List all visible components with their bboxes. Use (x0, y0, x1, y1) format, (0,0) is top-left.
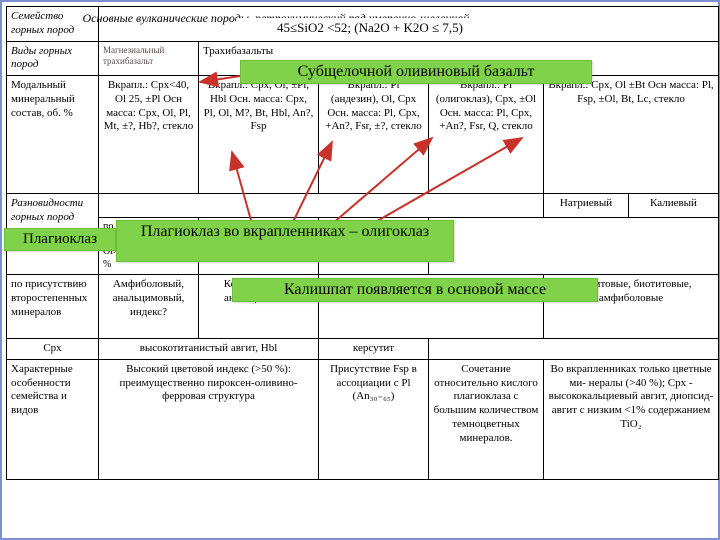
cell-mod-2: Вкрапл.: Cpx, Ol, ±Pl, Hbl Осн. масса: C… (199, 76, 319, 194)
callout-kalishpat: Калишпат появляется в основой массе (232, 278, 598, 302)
cell-1-1: Магнезиальный трахибазальт (99, 41, 199, 76)
cell-var-na: Натриевый (544, 194, 629, 218)
cell-mod-5: Вкрапл.: Cpx, Ol ±Bt Осн масса: Pl, Fsp,… (544, 76, 719, 194)
cell-var-span (99, 194, 544, 218)
cell-var-k: Калиевый (629, 194, 719, 218)
cell-3a-rest (429, 218, 719, 275)
cell-6-1: Высокий цветовой индекс (>50 %): преимущ… (99, 359, 319, 479)
cell-6-3: Сочетание относительно кислого плагиокла… (429, 359, 544, 479)
cell-5-2: керсутит (319, 339, 429, 360)
cell-mod-3: Вкрапл.: Pl (андезин), Ol, Cpx Осн. масс… (319, 76, 429, 194)
callout-subshchelochnoi: Субщелочной оливиновый базальт (240, 60, 592, 84)
mg-note: Магнезиальный трахибазальт (103, 45, 194, 68)
cell-6-2: Присутствие Fsp в ассоциации с Pl (An₃₀₋… (319, 359, 429, 479)
cell-6-5: Во вкрапленниках только цветные ми- нера… (544, 359, 719, 479)
cell-5-1: высокотитанистый авгит, Hbl (99, 339, 319, 360)
cell-5-rest (429, 339, 719, 360)
formula-box: 45≤SiO2 <52; (Na2O + K2O ≤ 7,5) (236, 18, 504, 38)
rh-features: Характерные особенности семейства и видо… (7, 359, 99, 479)
cell-mod-1: Вкрапл.: Cpx<40, Ol 25, ±Pl Осн масса: C… (99, 76, 199, 194)
page-frame: Семейство горных пород Основные вулканич… (0, 0, 720, 540)
callout-plagioklaz-long: Плагиоклаз во вкрапленниках – олигоклаз (116, 220, 454, 262)
rh-secondary: по присутствию второстепенных минералов (7, 275, 99, 339)
callout-plagioklaz-short: Плагиоклаз (4, 228, 116, 251)
rh-cpx: Cpx (7, 339, 99, 360)
rh-modal: Модальный минеральный состав, об. % (7, 76, 99, 194)
rh-kinds: Виды горных пород (7, 41, 99, 76)
cell-mod-4: Вкрапл.: Pl (олигоклаз), Cpx, ±Ol Осн. м… (429, 76, 544, 194)
cell-4-1: Амфиболовый, анальцимовый, индекс? (99, 275, 199, 339)
